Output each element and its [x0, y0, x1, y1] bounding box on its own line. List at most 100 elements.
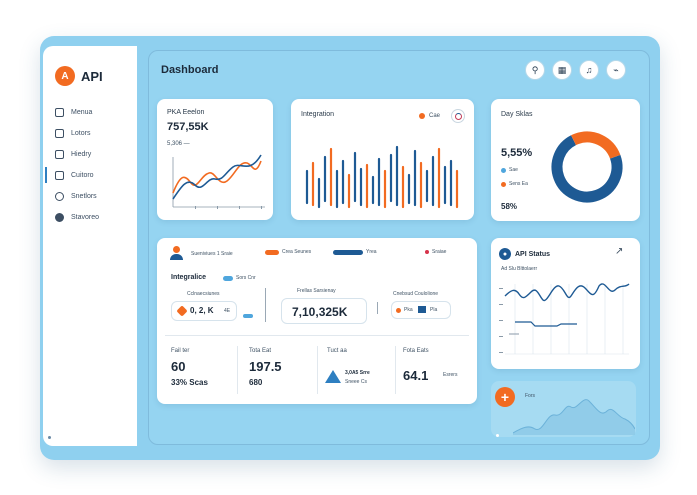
legend-bar-icon	[265, 249, 279, 255]
metric-left-value: 0, 2, K	[190, 306, 214, 315]
sidebar-item-cuitoro[interactable]: Cuitoro	[45, 165, 135, 186]
kpi-title: PKA Eeelon	[167, 109, 205, 116]
brand[interactable]: A API	[55, 66, 103, 86]
brand-name: API	[81, 68, 103, 84]
stat-2-sub: 680	[249, 378, 263, 387]
api-grid	[505, 284, 629, 355]
bottom-area-fill	[513, 399, 635, 435]
metric-right-box[interactable]: Pka Pla	[391, 301, 451, 319]
metric-left-box[interactable]: 0, 2, K 4E	[171, 301, 237, 321]
daily-legend-label: Sens Ea	[509, 181, 528, 187]
legend-bar-icon	[333, 249, 363, 255]
api-line-chart	[499, 283, 630, 355]
api-y-ticks	[499, 288, 503, 353]
activity-icon[interactable]: ⌁	[606, 60, 626, 80]
brand-logo-icon: A	[55, 66, 75, 86]
stat-2-label: Tota Eat	[249, 348, 272, 354]
profile-icon[interactable]: ⚲	[525, 60, 545, 80]
diamond-icon	[176, 305, 188, 317]
api-status-subtitle: Ad Slu Blttolaerr	[501, 266, 538, 272]
header-actions: ⚲ ▦ ♫ ⌁	[525, 60, 626, 80]
bottom-card[interactable]: + Fors	[491, 381, 636, 437]
sidebar-item-label: Cuitoro	[71, 172, 94, 179]
kpi-line-chart	[172, 154, 265, 209]
metric-mid-box[interactable]: 7,10,325K	[281, 298, 367, 324]
legend-dot-icon	[501, 181, 506, 187]
api-series-secondary	[515, 321, 577, 327]
sidebar-item-lotors[interactable]: Lotors	[55, 123, 135, 144]
daily-bottom-value: 58%	[501, 202, 518, 211]
integration-card[interactable]: Integration Cae	[291, 99, 474, 220]
legend-dot-icon	[425, 250, 429, 254]
kpi-series-blue	[172, 154, 262, 200]
kpi-value: 757,55K	[167, 121, 209, 133]
legend-dot-icon	[501, 167, 506, 173]
metric-mid-value: 7,10,325K	[292, 305, 348, 319]
api-status-icon: ●	[499, 248, 511, 260]
add-icon[interactable]: +	[495, 387, 515, 407]
page-title: Dashboard	[161, 64, 219, 76]
wide-legend-label: Yrea	[366, 249, 377, 255]
api-status-card[interactable]: ● API Status ↗ Ad Slu Blttolaerr	[491, 238, 640, 369]
sidebar-item-label: Lotors	[71, 130, 91, 137]
history-icon	[55, 150, 64, 159]
wide-legend-4: Sraiae	[425, 249, 446, 255]
api-status-title: API Status	[515, 251, 551, 258]
home-icon	[55, 108, 64, 117]
users-icon	[167, 246, 187, 262]
integralice-badge: Sors Cnr	[223, 275, 256, 281]
daily-card[interactable]: Day Sklas 5,55% Sae Sens Ea 58%	[491, 99, 640, 221]
donut-segment-blue	[551, 131, 623, 203]
legend-dot-icon	[396, 308, 401, 313]
stat-2-value: 197.5	[249, 359, 282, 374]
sidebar-item-menua[interactable]: Menua	[55, 102, 135, 123]
wide-legend-label: Crea Seunes	[282, 249, 312, 255]
kpi-card[interactable]: PKA Eeelon 757,55K 5,306 —	[157, 99, 273, 220]
metric-right-tag1: Pka	[404, 307, 413, 313]
metric-divider	[265, 288, 266, 322]
integralice-title: Integralice	[171, 274, 207, 281]
notification-icon[interactable]: ♫	[579, 60, 599, 80]
daily-percent: 5,55%	[501, 147, 533, 159]
triangle-icon	[325, 370, 341, 383]
bottom-card-label: Fors	[525, 393, 535, 399]
metric-right-label: Cnebsud Coulolione	[393, 291, 439, 297]
metric-mid-label: Frellas Sarsienay	[297, 288, 336, 294]
wide-legend-label: Sraiae	[432, 249, 447, 255]
daily-legend-1: Sae	[501, 167, 518, 173]
stat-divider	[395, 346, 396, 394]
metric-connector-icon	[243, 314, 253, 318]
wide-legend-2: Crea Seunes	[265, 249, 311, 255]
sidebar-item-snetlors[interactable]: Snetlors	[55, 186, 135, 207]
metric-right-tag2: Pla	[430, 307, 438, 313]
metric-left-tag: 4E	[224, 308, 231, 314]
daily-donut-chart	[551, 131, 623, 203]
metric-left-label: Cclnaecsiunes	[187, 291, 220, 297]
sidebar-nav: Menua Lotors Hiedry Cuitoro Snetlors Sta…	[45, 102, 135, 228]
flag-icon	[418, 306, 426, 313]
overview-card[interactable]: Sueniviues 1 Sraie Crea Seunes Yrea Srai…	[157, 238, 477, 404]
api-share-icon[interactable]: ↗	[615, 246, 624, 257]
sidebar-item-hiedry[interactable]: Hiedry	[55, 144, 135, 165]
stat-3-label: Tuct aa	[327, 348, 347, 354]
sidebar-item-label: Menua	[71, 109, 93, 116]
sidebar-item-stavoreo[interactable]: Stavoreo	[55, 207, 135, 228]
stat-4-sub: Esrers	[443, 372, 458, 378]
wide-legend-1: Sueniviues 1 Sraie	[191, 251, 233, 257]
stat-3-sub2: Sneee Cs	[345, 379, 367, 385]
stat-1-value: 60	[171, 359, 186, 374]
integration-title: Integration	[301, 111, 335, 118]
layers-icon	[55, 129, 64, 138]
integration-status-icon	[454, 112, 462, 120]
kpi-sub: 5,306 —	[167, 141, 190, 147]
metric-separator	[377, 302, 383, 314]
wide-divider	[165, 335, 469, 336]
user-icon	[55, 213, 64, 222]
integration-legend-label: Cae	[429, 113, 441, 119]
pager-dot	[496, 434, 499, 437]
apps-icon[interactable]: ▦	[552, 60, 572, 80]
integration-menu-button[interactable]	[451, 109, 465, 123]
daily-legend-label: Sae	[509, 167, 518, 173]
stat-4-label: Fota Eats	[403, 348, 429, 354]
integralice-badge-label: Sors Cnr	[236, 275, 256, 281]
